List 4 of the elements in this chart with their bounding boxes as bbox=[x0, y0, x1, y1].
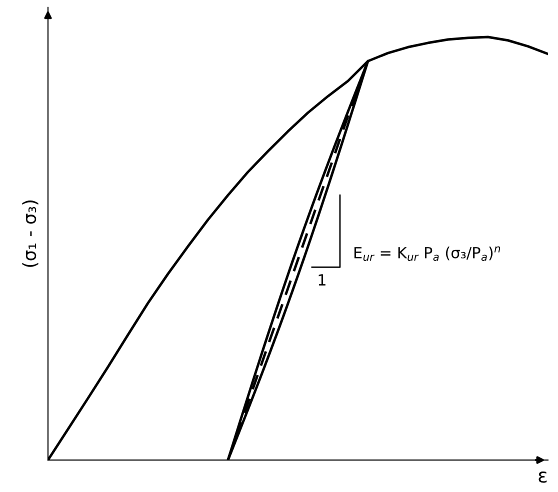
y-axis-title: (σ₁ - σ₃) bbox=[22, 200, 38, 267]
annotation: 1 bbox=[318, 274, 326, 286]
x-axis-title: ε bbox=[538, 472, 547, 483]
text: E$_{ur}$ = K$_{ur}$ P$_{a}$ (σ₃/P$_{a}$)$^{n}$ bbox=[354, 246, 500, 261]
